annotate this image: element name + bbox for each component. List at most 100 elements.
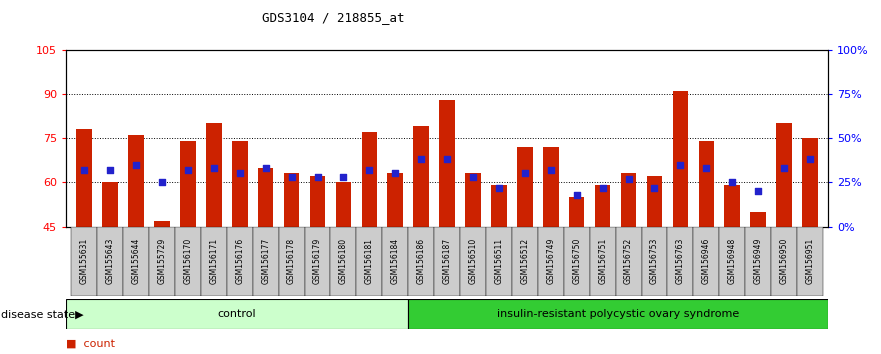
Point (285, 174, 299, 180)
Bar (71, 227, 97, 296)
Bar (537, 227, 564, 296)
Bar (492, 185, 507, 227)
Bar (589, 227, 616, 296)
Text: GSM156187: GSM156187 (442, 238, 452, 284)
Point (570, 192, 584, 198)
Bar (616, 227, 641, 296)
Text: GSM155643: GSM155643 (106, 238, 115, 284)
Bar (305, 227, 330, 296)
Bar (803, 138, 818, 227)
Bar (486, 227, 512, 296)
Bar (517, 147, 533, 227)
Bar (595, 185, 611, 227)
Bar (719, 227, 745, 296)
Point (492, 185, 506, 190)
Bar (440, 100, 455, 227)
Bar (745, 227, 771, 296)
Text: GSM156170: GSM156170 (183, 238, 192, 284)
Point (103, 167, 117, 173)
Bar (569, 197, 584, 227)
Text: GSM156753: GSM156753 (650, 238, 659, 284)
Text: GSM156186: GSM156186 (417, 238, 426, 284)
Text: GSM156749: GSM156749 (546, 238, 555, 284)
Bar (278, 227, 305, 296)
Text: insulin-resistant polycystic ovary syndrome: insulin-resistant polycystic ovary syndr… (497, 309, 739, 319)
Bar (641, 227, 668, 296)
Bar (564, 227, 589, 296)
Point (181, 167, 195, 173)
Point (337, 174, 351, 180)
Bar (232, 141, 248, 227)
Point (440, 156, 454, 162)
Text: GSM156178: GSM156178 (287, 238, 296, 284)
Bar (776, 123, 792, 227)
Text: GSM155644: GSM155644 (131, 238, 141, 284)
Text: GSM155729: GSM155729 (158, 238, 167, 284)
Point (78, 167, 92, 173)
Text: GSM156946: GSM156946 (702, 238, 711, 284)
Point (310, 174, 324, 180)
Point (751, 188, 766, 194)
Point (207, 165, 221, 171)
Bar (408, 227, 434, 296)
Point (725, 179, 739, 185)
Point (129, 162, 143, 167)
Point (259, 165, 273, 171)
Bar (336, 182, 352, 227)
Bar (388, 173, 403, 227)
Point (803, 156, 817, 162)
Bar (206, 123, 222, 227)
Bar (149, 227, 175, 296)
Bar (253, 227, 278, 296)
Bar (621, 173, 636, 227)
Bar (693, 227, 719, 296)
Bar (129, 135, 144, 227)
Point (518, 171, 532, 176)
Point (233, 171, 247, 176)
Bar (180, 141, 196, 227)
Bar (408, 299, 828, 329)
Text: GSM156512: GSM156512 (521, 238, 529, 284)
Bar (413, 126, 429, 227)
Bar (543, 147, 559, 227)
Bar (201, 227, 226, 296)
Text: GSM156180: GSM156180 (339, 238, 348, 284)
Text: GSM156171: GSM156171 (210, 238, 218, 284)
Bar (672, 91, 688, 227)
Bar (434, 227, 460, 296)
Text: GSM155631: GSM155631 (79, 238, 89, 284)
Text: GSM156751: GSM156751 (598, 238, 607, 284)
Text: GSM156950: GSM156950 (780, 238, 788, 284)
Bar (258, 167, 273, 227)
Bar (668, 227, 693, 296)
Point (466, 174, 480, 180)
Bar (751, 212, 766, 227)
Text: GSM156752: GSM156752 (624, 238, 633, 284)
Bar (97, 227, 123, 296)
Bar (175, 227, 201, 296)
Point (155, 179, 169, 185)
Text: GSM156181: GSM156181 (365, 238, 374, 284)
Text: GSM156951: GSM156951 (805, 238, 815, 284)
Text: control: control (218, 309, 256, 319)
Bar (154, 221, 170, 227)
Bar (284, 173, 300, 227)
Text: GDS3104 / 218855_at: GDS3104 / 218855_at (262, 11, 404, 24)
Text: GSM156184: GSM156184 (391, 238, 400, 284)
Point (700, 165, 714, 171)
Text: GSM156948: GSM156948 (728, 238, 737, 284)
Bar (460, 227, 486, 296)
Bar (797, 227, 823, 296)
Bar (357, 227, 382, 296)
Bar (512, 227, 537, 296)
Bar (123, 227, 149, 296)
Bar (724, 185, 740, 227)
Text: GSM156179: GSM156179 (313, 238, 322, 284)
Point (621, 176, 635, 182)
Point (777, 165, 791, 171)
Bar (330, 227, 357, 296)
Point (414, 156, 428, 162)
Bar (77, 129, 92, 227)
Point (648, 185, 662, 190)
Bar (361, 132, 377, 227)
